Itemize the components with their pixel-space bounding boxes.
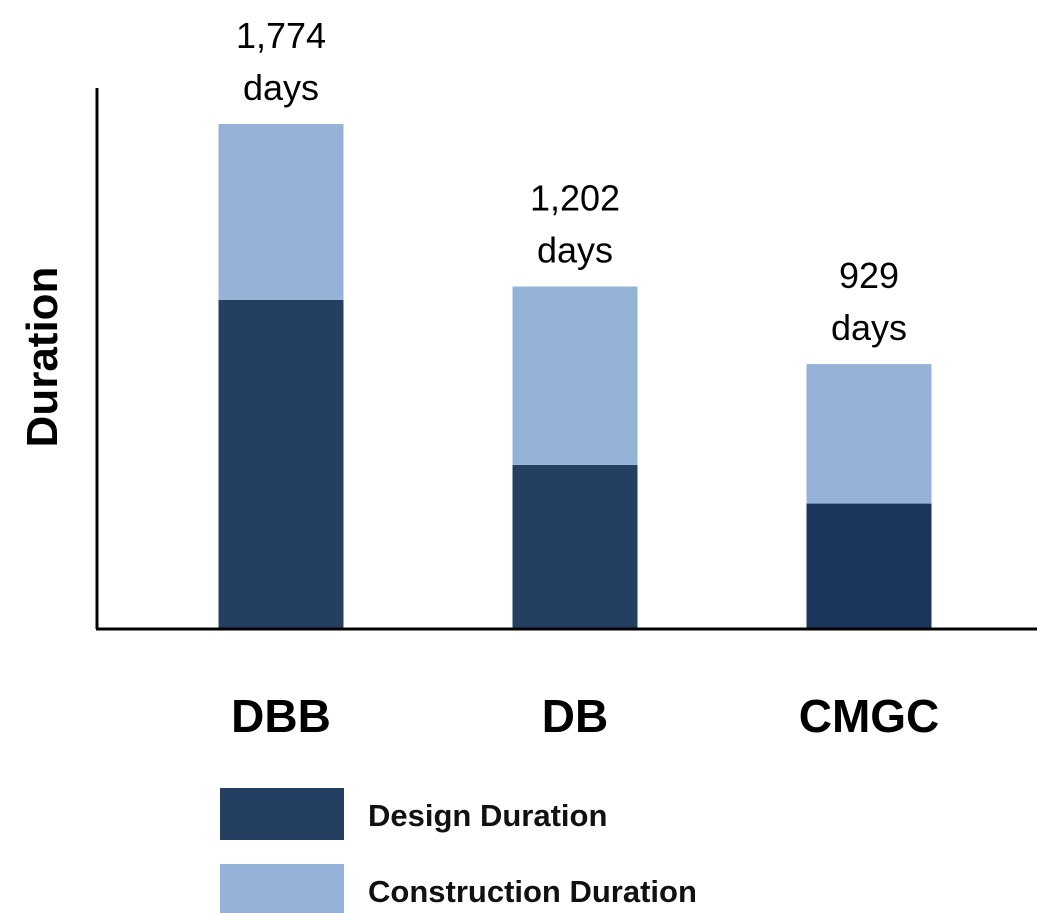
category-labels-group: DBB DB CMGC — [231, 690, 939, 742]
bar-db-design-duration — [512, 464, 638, 628]
total-label-cmgc: 929 days — [831, 255, 907, 348]
category-label-cmgc: CMGC — [799, 690, 940, 742]
legend-swatch-construction — [220, 864, 344, 913]
legend-label-construction: Construction Duration — [368, 874, 697, 909]
category-label-dbb: DBB — [231, 690, 331, 742]
y-axis-title: Duration — [18, 267, 67, 448]
legend-swatch-design — [220, 788, 344, 840]
bar-dbb-design-duration — [218, 299, 344, 628]
bar-db-construction-duration — [512, 286, 638, 465]
bar-cmgc-design-duration — [806, 503, 932, 628]
bar-cmgc-construction-duration — [806, 364, 932, 504]
legend: Design Duration Construction Duration — [220, 788, 697, 913]
total-label-db: 1,202 days — [530, 178, 620, 271]
category-label-db: DB — [542, 690, 608, 742]
bars-group — [218, 124, 932, 628]
bar-dbb-construction-duration — [218, 124, 344, 300]
total-label-dbb: 1,774 days — [236, 15, 326, 108]
legend-label-design: Design Duration — [368, 798, 607, 833]
total-labels-group: 1,774 days 1,202 days 929 days — [236, 15, 907, 348]
